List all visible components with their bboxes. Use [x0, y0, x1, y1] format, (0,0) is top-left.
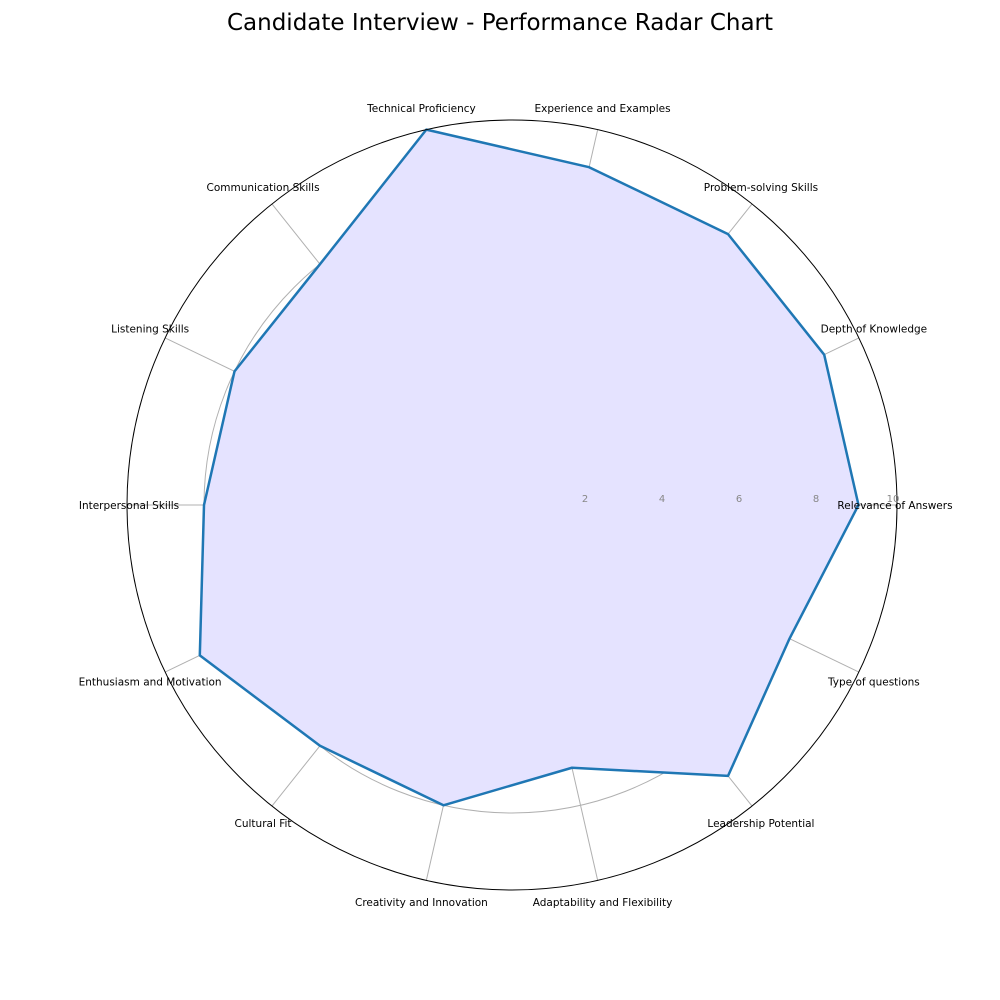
category-label: Depth of Knowledge [821, 323, 928, 335]
category-label: Leadership Potential [707, 818, 814, 830]
r-tick-label: 6 [736, 494, 742, 505]
tick-layer: 2 4 6 8 10 [582, 494, 900, 505]
category-label: Cultural Fit [235, 818, 292, 830]
category-label: Problem-solving Skills [704, 182, 818, 194]
r-tick-label: 2 [582, 494, 588, 505]
category-label: Relevance of Answers [837, 500, 952, 512]
category-label: Experience and Examples [535, 103, 671, 115]
chart-frame [126, 119, 898, 891]
category-label: Enthusiasm and Motivation [79, 677, 222, 689]
category-label: Adaptability and Flexibility [533, 897, 673, 909]
category-label: Listening Skills [111, 323, 189, 335]
category-label: Creativity and Innovation [355, 897, 488, 909]
category-label: Communication Skills [207, 182, 320, 194]
label-layer: Relevance of Answers Depth of Knowledge Pr… [79, 103, 953, 909]
category-label: Type of questions [827, 677, 920, 689]
r-tick-label: 10 [887, 494, 900, 505]
r-tick-label: 4 [659, 494, 665, 505]
category-label: Technical Proficiency [366, 103, 476, 115]
category-label: Interpersonal Skills [79, 500, 179, 512]
data-area [199, 129, 859, 806]
chart-title: Candidate Interview - Performance Radar … [226, 10, 774, 36]
r-tick-label: 8 [813, 494, 819, 505]
